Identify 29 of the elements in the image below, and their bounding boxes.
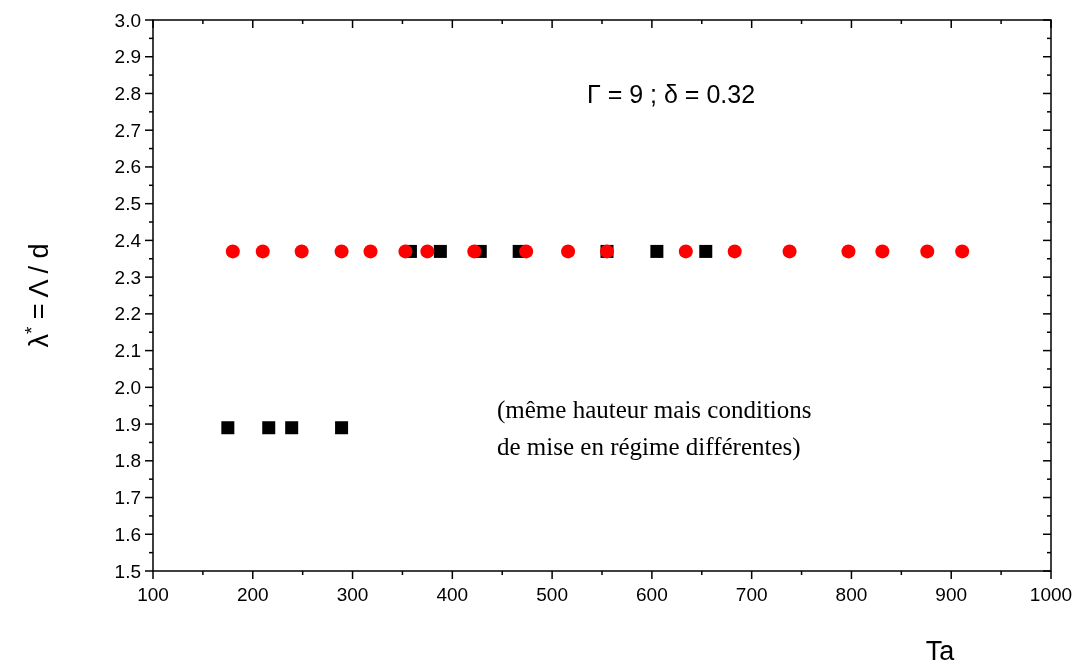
y-tick-label: 1.9 xyxy=(114,413,141,435)
x-tick-label: 700 xyxy=(735,584,768,605)
y-tick-label: 1.8 xyxy=(114,450,141,472)
y-tick-label: 3.0 xyxy=(114,9,141,31)
annotation: Γ = 9 ; δ = 0.32 xyxy=(587,80,756,108)
x-tick-label: 100 xyxy=(137,584,169,605)
x-tick-label: 400 xyxy=(436,584,469,605)
y-tick-label: 1.5 xyxy=(114,560,141,582)
x-axis-title: Ta xyxy=(925,636,956,666)
x-tick-label: 500 xyxy=(536,584,568,605)
x-tick-label: 900 xyxy=(935,584,968,605)
y-tick-label: 2.0 xyxy=(114,376,141,398)
y-tick-label: 2.9 xyxy=(114,46,141,68)
y-tick-label: 2.5 xyxy=(114,193,141,215)
y-tick-label: 2.1 xyxy=(114,340,141,362)
x-tick-label: 600 xyxy=(636,584,668,605)
y-tick-label: 2.6 xyxy=(114,156,141,178)
y-tick-label: 2.7 xyxy=(114,119,141,141)
x-tick-label: 300 xyxy=(336,584,369,605)
y-tick-label: 2.2 xyxy=(114,303,141,325)
y-tick-label: 1.6 xyxy=(114,523,141,545)
x-tick-label: 200 xyxy=(236,584,269,605)
y-tick-label: 2.3 xyxy=(114,266,141,288)
y-tick-label: 1.7 xyxy=(114,487,141,509)
x-tick-label: 1000 xyxy=(1029,584,1073,605)
x-tick-label: 800 xyxy=(835,584,868,605)
y-tick-label: 2.4 xyxy=(114,229,142,251)
annotation: (même hauteur mais conditions de mise en régime différentes) xyxy=(497,396,812,461)
y-tick-label: 2.8 xyxy=(114,82,141,104)
